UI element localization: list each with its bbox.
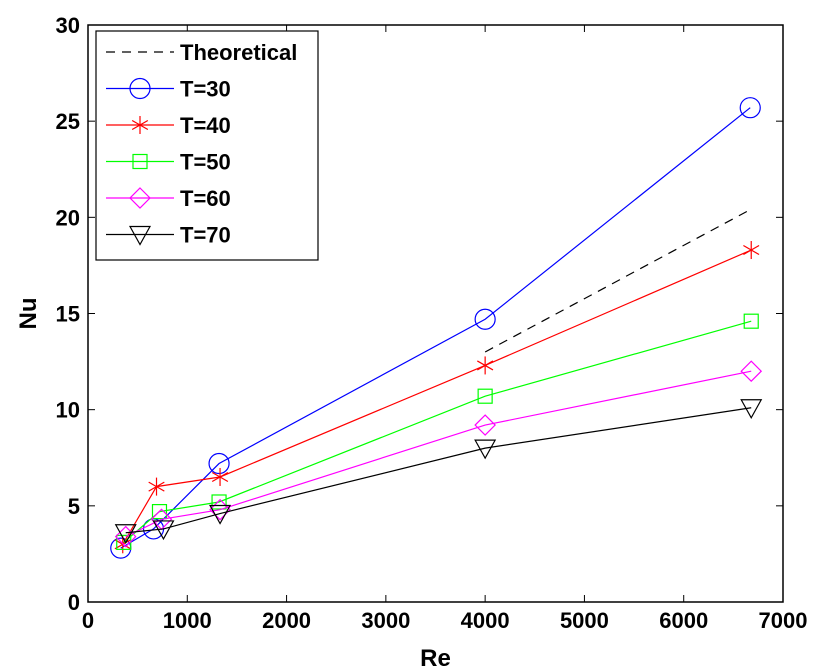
data-point-asterisk: [743, 241, 760, 260]
x-axis-label: Re: [420, 645, 451, 671]
series-line: [120, 107, 751, 549]
legend-box: [95, 30, 319, 261]
y-tick-label: 25: [56, 109, 80, 134]
legend-item: T=30: [106, 77, 231, 102]
data-point-asterisk: [477, 356, 494, 375]
series-line: [125, 407, 752, 534]
data-point-triangle: [209, 504, 232, 525]
legend-label: T=60: [180, 186, 231, 211]
legend-item: T=60: [106, 186, 231, 211]
x-tick-label: 0: [82, 608, 94, 633]
data-point-diamond: [129, 187, 151, 209]
data-point-diamond: [209, 498, 231, 521]
series-line: [122, 249, 752, 545]
asterisk-stroke: [148, 481, 165, 492]
y-tick-label: 15: [56, 302, 80, 327]
legend-item: T=50: [106, 150, 231, 175]
legend-label: Theoretical: [180, 40, 297, 65]
x-tick-label: 7000: [759, 608, 808, 633]
data-point-asterisk: [131, 116, 149, 134]
series-layer: [110, 97, 763, 559]
y-tick-label: 20: [56, 205, 80, 230]
data-point-circle: [474, 308, 496, 330]
data-point-triangle: [474, 439, 497, 460]
series-t-50: [116, 313, 759, 550]
data-point-square: [477, 388, 493, 404]
y-axis-label: Nu: [15, 298, 42, 330]
data-point-square: [132, 153, 148, 170]
data-point-triangle: [740, 399, 763, 419]
data-point-triangle: [152, 520, 175, 541]
data-point-diamond: [114, 525, 137, 548]
x-tick-label: 3000: [361, 608, 410, 633]
data-point-circle: [208, 452, 230, 475]
x-tick-label: 5000: [560, 608, 609, 633]
x-tick-label: 6000: [659, 608, 708, 633]
y-tick-label: 10: [56, 398, 80, 423]
data-point-triangle: [128, 225, 152, 246]
x-tick-label: 1000: [163, 608, 212, 633]
data-point-square: [211, 494, 227, 510]
series-line: [484, 209, 751, 353]
series-line: [123, 320, 752, 543]
legend-label: T=30: [180, 77, 231, 102]
legend: Theoretical T=30 T=40 T=50 T=60 T=70: [95, 30, 319, 261]
data-point-circle: [129, 77, 151, 100]
data-point-diamond: [474, 414, 496, 436]
series-theoretical: [484, 209, 751, 353]
data-point-diamond: [740, 360, 763, 383]
x-tick-label: 2000: [262, 608, 311, 633]
asterisk-stroke: [131, 119, 149, 131]
series-line: [125, 370, 752, 538]
series-t-70: [114, 399, 763, 544]
data-point-square: [743, 313, 759, 329]
legend-item: T=70: [106, 223, 231, 248]
series-t-60: [114, 360, 763, 548]
y-tick-label: 5: [68, 494, 80, 519]
legend-label: T=40: [180, 113, 231, 138]
legend-item: T=40: [106, 113, 231, 138]
data-point-asterisk: [148, 477, 165, 496]
y-tick-label: 30: [56, 13, 80, 38]
asterisk-stroke: [477, 360, 494, 371]
legend-label: T=70: [180, 223, 231, 248]
legend-label: T=50: [180, 150, 231, 175]
data-point-square: [151, 504, 168, 520]
legend-item: Theoretical: [106, 40, 297, 65]
asterisk-stroke: [211, 471, 229, 483]
y-tick-label: 0: [68, 590, 80, 615]
data-point-asterisk: [211, 467, 229, 486]
data-point-circle: [739, 97, 761, 119]
asterisk-stroke: [743, 245, 760, 256]
x-tick-label: 4000: [461, 608, 510, 633]
axis-ticks: 0 1000 2000 3000 4000 5000 6000 7000 0 5 10 15 20 25 3…: [56, 13, 808, 633]
data-point-triangle: [114, 524, 137, 544]
